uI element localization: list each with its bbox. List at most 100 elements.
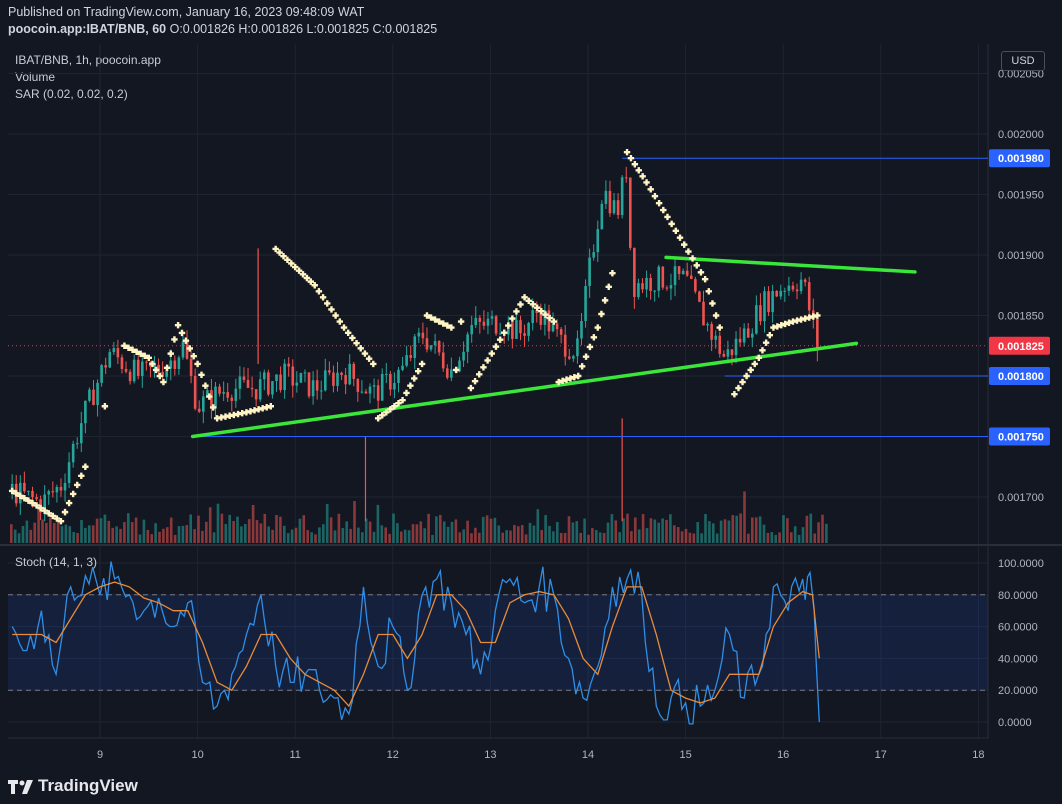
volume-bar <box>423 528 426 543</box>
volume-bar <box>536 509 540 543</box>
candle-body <box>234 388 238 401</box>
published-note: Published on TradingView.com, January 16… <box>8 5 365 19</box>
candle-body <box>128 371 132 382</box>
sar-dot <box>709 300 716 307</box>
candle-body <box>112 348 116 353</box>
volume-bar <box>56 517 60 543</box>
stoch-tick-label: 0.0000 <box>998 717 1032 729</box>
sar-dot <box>651 193 659 200</box>
candle-body <box>108 352 112 368</box>
volume-bar <box>700 533 703 543</box>
sar-dot <box>328 306 335 313</box>
candle-body <box>816 318 819 350</box>
candle-body <box>189 358 193 376</box>
volume-bar <box>208 507 212 543</box>
candle-body <box>527 322 530 336</box>
volume-bar <box>540 529 543 543</box>
candle-body <box>71 443 75 463</box>
volume-bar <box>618 532 621 543</box>
volume-bar <box>723 519 727 543</box>
volume-bar <box>684 528 688 543</box>
sar-dot <box>538 307 545 315</box>
candle-body <box>389 373 392 390</box>
candle-body <box>165 368 168 377</box>
sar-dot <box>575 372 582 380</box>
sar-dot <box>190 352 197 360</box>
volume-bar <box>154 523 157 543</box>
volume-bar <box>290 529 294 543</box>
sar-dot <box>689 255 696 262</box>
sar-dot <box>101 403 109 410</box>
sar-dot <box>567 375 574 382</box>
price-tick-label: 0.001700 <box>998 492 1044 504</box>
candle-body <box>807 282 811 311</box>
volume-bar <box>60 526 64 543</box>
volume-bar <box>567 516 571 543</box>
volume-bar <box>400 531 403 543</box>
sar-dot <box>467 384 475 392</box>
volume-bar <box>614 520 618 543</box>
volume-bar <box>166 527 169 543</box>
sar-dot <box>149 360 156 368</box>
volume-bar <box>552 531 555 543</box>
sar-dot <box>156 372 163 380</box>
sar-dot <box>655 199 663 207</box>
time-tick-label: 10 <box>191 749 203 761</box>
volume-bar <box>325 504 329 543</box>
candle-body <box>608 190 612 214</box>
candle-body <box>340 372 343 376</box>
sar-dot <box>49 512 57 520</box>
symbol-ohlc-line: poocoin.app:IBAT/BNB, 60 O:0.001826 H:0.… <box>8 22 437 36</box>
candle-body <box>718 335 722 354</box>
volume-bar <box>380 525 384 543</box>
volume-bar <box>142 519 146 543</box>
sar-dot <box>435 318 443 325</box>
sar-dot <box>267 403 274 410</box>
volume-bar <box>185 525 189 543</box>
volume-bar <box>595 530 598 543</box>
volume-bar <box>731 515 735 543</box>
candle-body <box>31 490 34 498</box>
sar-dot <box>319 294 327 301</box>
volume-bar <box>676 527 680 543</box>
volume-bar <box>821 514 824 543</box>
legend-stoch[interactable]: Stoch (14, 1, 3) <box>15 555 98 569</box>
volume-bar <box>138 534 142 543</box>
price-tick-label: 0.001950 <box>998 190 1044 202</box>
volume-bar <box>645 528 649 543</box>
sar-dot <box>403 389 410 397</box>
volume-bar <box>201 530 204 543</box>
candle-body <box>393 382 396 390</box>
volume-bar <box>224 524 228 543</box>
candle-body <box>161 371 164 377</box>
sar-dot <box>712 312 720 319</box>
candle-body <box>242 376 246 380</box>
legend-title[interactable]: IBAT/BNB, 1h, poocoin.app <box>15 53 161 67</box>
candle-body <box>633 247 636 297</box>
volume-bar <box>626 513 629 543</box>
volume-bar <box>162 528 165 543</box>
sar-dot <box>480 364 487 371</box>
sar-dot <box>770 324 777 331</box>
currency-button[interactable]: USD <box>1001 51 1045 71</box>
candle-body <box>592 252 595 258</box>
volume-bar <box>228 514 231 543</box>
volume-bar <box>509 530 512 543</box>
candle-body <box>303 372 307 374</box>
candle-body <box>677 266 681 275</box>
volume-bar <box>786 518 789 543</box>
sar-dot <box>550 318 558 325</box>
candle-body <box>616 200 620 216</box>
volume-bar <box>236 516 239 543</box>
candle-body <box>372 385 376 387</box>
volume-bar <box>513 525 516 543</box>
volume-bar <box>52 522 56 543</box>
sar-dot <box>379 412 386 419</box>
candle-body <box>360 391 364 393</box>
candle-body <box>226 392 229 398</box>
sar-dot <box>182 337 190 344</box>
ohlc-values: O:0.001826 H:0.001826 L:0.001825 C:0.001… <box>169 22 438 36</box>
volume-bar <box>13 529 17 543</box>
stoch-tick-label: 60.0000 <box>998 622 1038 634</box>
